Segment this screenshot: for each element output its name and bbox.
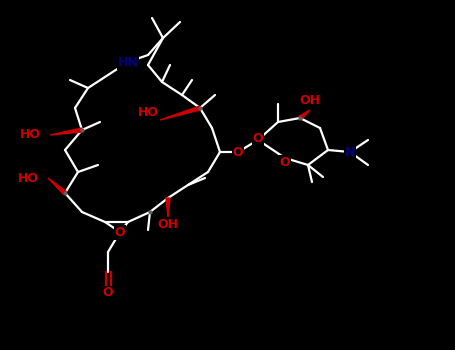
Text: OH: OH <box>299 93 320 106</box>
Text: OH: OH <box>157 218 178 231</box>
Text: O: O <box>115 225 125 238</box>
Polygon shape <box>48 178 66 195</box>
Text: O: O <box>233 146 243 159</box>
Polygon shape <box>160 106 201 120</box>
Text: O: O <box>253 132 263 145</box>
Text: N: N <box>345 146 355 159</box>
Text: HO: HO <box>137 105 158 119</box>
Text: HO: HO <box>20 128 40 141</box>
Text: HO: HO <box>17 172 39 184</box>
Polygon shape <box>166 198 170 217</box>
Polygon shape <box>299 110 310 120</box>
Text: O: O <box>280 155 290 168</box>
Text: HN: HN <box>118 56 138 69</box>
Text: O: O <box>103 287 113 300</box>
Polygon shape <box>50 128 82 135</box>
